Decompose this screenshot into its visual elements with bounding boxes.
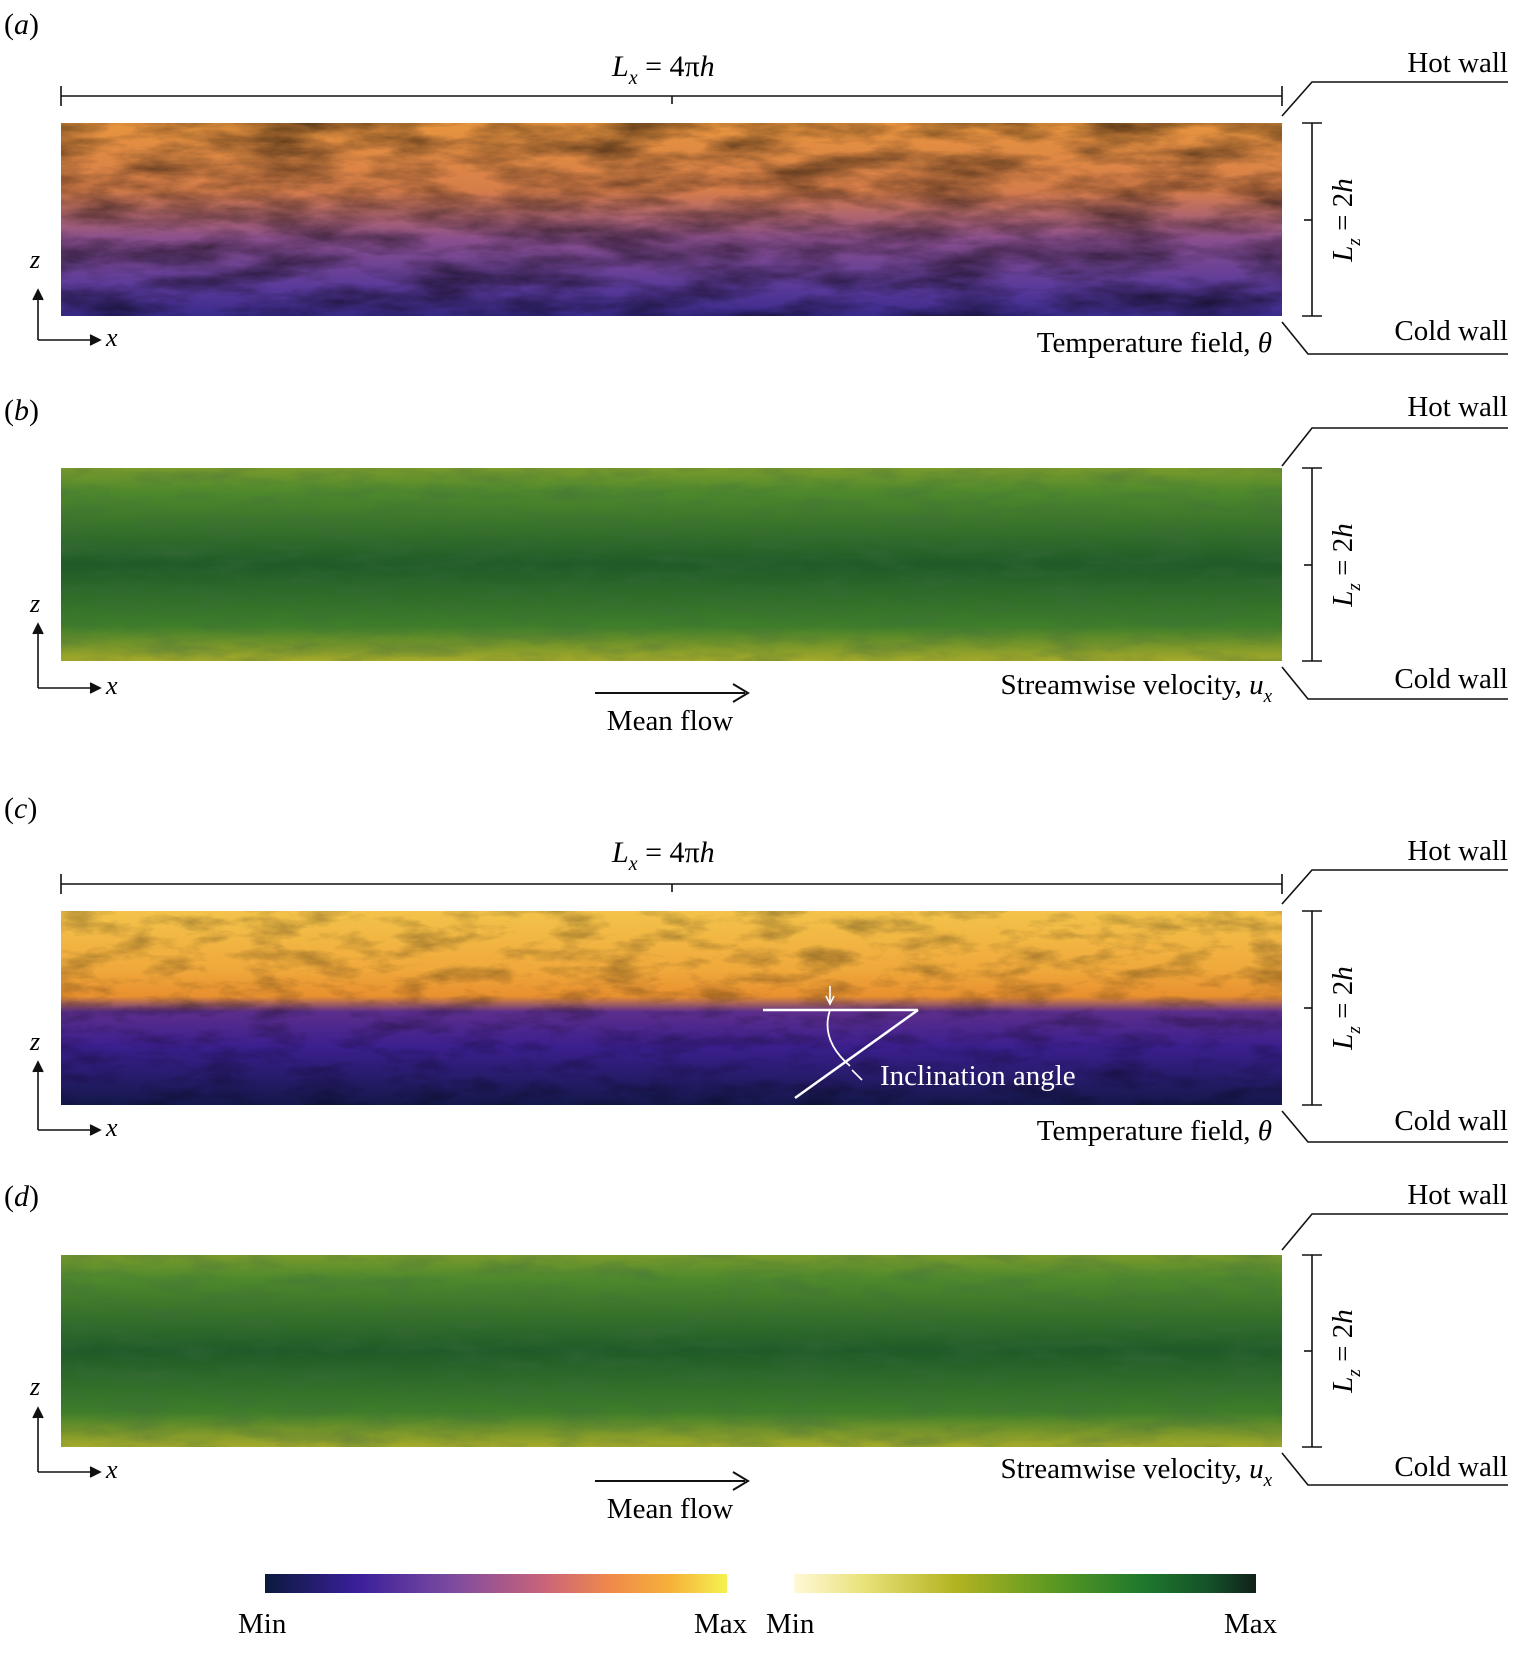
caption-velocity-b: Streamwise velocity, ux	[1000, 669, 1272, 707]
axes-icon-a	[32, 288, 102, 346]
axis-z-label: z	[29, 1027, 40, 1056]
panel-b: (b) z x Streamwise velocity, ux Mean flo…	[4, 391, 1508, 737]
axis-z-label: z	[29, 589, 40, 618]
caption-velocity-d: Streamwise velocity, ux	[1000, 1453, 1272, 1491]
axis-z-label: z	[29, 245, 40, 274]
mean-flow-label-d: Mean flow	[607, 1493, 733, 1525]
cold-wall-label-c: Cold wall	[1394, 1105, 1508, 1137]
cold-wall-leader-a	[1281, 321, 1508, 355]
hot-wall-leader-b	[1281, 427, 1508, 467]
axis-x-label: x	[105, 671, 118, 700]
lz-dimension-c	[1302, 910, 1322, 1106]
cold-wall-label-d: Cold wall	[1394, 1451, 1508, 1483]
cold-wall-label-a: Cold wall	[1394, 315, 1508, 347]
inclination-label: Inclination angle	[880, 1060, 1076, 1092]
colorbar-velocity-min: Min	[766, 1608, 815, 1640]
panel-a: (a) Lx = 4πh z x Temperature field, θ Lz…	[4, 8, 1508, 359]
inclination-annotation	[763, 986, 919, 1100]
axes-icon-c	[32, 1060, 102, 1136]
caption-temperature-a: Temperature field, θ	[1037, 327, 1272, 359]
colorbar-velocity-max: Max	[1224, 1608, 1278, 1640]
hot-wall-leader-a	[1281, 81, 1508, 117]
lz-dimension-a	[1302, 122, 1322, 317]
hot-wall-leader-d	[1281, 1213, 1508, 1251]
lx-label-a: Lx = 4πh	[611, 50, 715, 89]
axes-icon-d	[32, 1406, 102, 1478]
lz-label-b: Lz = 2h	[1327, 523, 1365, 607]
lz-label-a: Lz = 2h	[1327, 178, 1365, 262]
lz-label-d: Lz = 2h	[1327, 1309, 1365, 1393]
panel-label-a: (a)	[4, 8, 39, 41]
colorbar-temperature-max: Max	[694, 1608, 748, 1640]
lz-dimension-d	[1302, 1254, 1322, 1448]
panel-label-d: (d)	[4, 1180, 39, 1213]
hot-wall-label-d: Hot wall	[1407, 1179, 1508, 1211]
hot-wall-label-c: Hot wall	[1407, 835, 1508, 867]
axis-x-label: x	[105, 1113, 118, 1142]
panel-c: (c) Lx = 4πh Inclination angle z x Tempe…	[4, 792, 1508, 1147]
cold-wall-leader-d	[1281, 1452, 1508, 1486]
hot-wall-label-a: Hot wall	[1407, 47, 1508, 79]
colorbar-velocity: Min Max	[766, 1574, 1278, 1640]
caption-temperature-c: Temperature field, θ	[1037, 1115, 1272, 1147]
colorbar-temperature-min: Min	[238, 1608, 287, 1640]
lz-dimension-b	[1302, 467, 1322, 662]
panel-label-c: (c)	[4, 792, 37, 825]
axes-icon-b	[32, 622, 102, 694]
mean-flow-label-b: Mean flow	[607, 705, 733, 737]
lz-label-c: Lz = 2h	[1327, 966, 1365, 1050]
cold-wall-leader-b	[1281, 666, 1508, 700]
hot-wall-label-b: Hot wall	[1407, 391, 1508, 423]
hot-wall-leader-c	[1281, 869, 1508, 905]
axis-x-label: x	[105, 1455, 118, 1484]
axis-z-label: z	[29, 1372, 40, 1401]
colorbar-temperature: Min Max	[238, 1574, 748, 1640]
axis-x-label: x	[105, 323, 118, 352]
cold-wall-leader-c	[1281, 1110, 1508, 1143]
lx-label-c: Lx = 4πh	[611, 836, 715, 875]
cold-wall-label-b: Cold wall	[1394, 663, 1508, 695]
panel-label-b: (b)	[4, 394, 39, 427]
panel-d: (d) z x Streamwise velocity, ux Mean flo…	[4, 1179, 1508, 1525]
